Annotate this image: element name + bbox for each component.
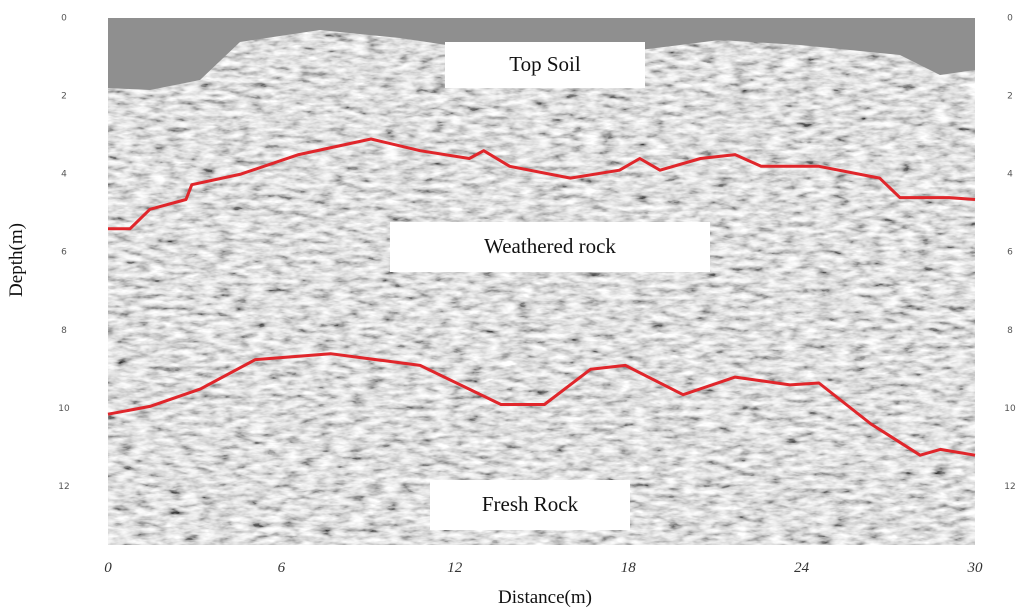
y2-tick-label: 4 (1007, 170, 1013, 180)
y2-tick-label: 8 (1007, 326, 1013, 336)
y2-tick-label: 10 (1004, 404, 1016, 414)
y-tick-label: 12 (58, 482, 69, 492)
x-axis-label: Distance(m) (498, 587, 592, 608)
x-tick-label: 30 (967, 560, 984, 576)
y2-tick-label: 2 (1007, 92, 1013, 102)
y-tick-label: 4 (61, 170, 67, 180)
chart: Top Soil Weathered rock Fresh Rock Dista… (0, 0, 1022, 613)
y-tick-label: 0 (61, 14, 67, 24)
y2-tick-label: 0 (1007, 14, 1013, 24)
x-tick-label: 0 (104, 560, 112, 576)
y-tick-label: 6 (61, 248, 67, 258)
y2-tick-label: 6 (1007, 248, 1013, 258)
x-tick-label: 6 (278, 560, 286, 576)
y-tick-label: 2 (61, 92, 67, 102)
annotation: Top Soil (509, 52, 581, 76)
annotation: Fresh Rock (482, 492, 579, 516)
radargram (108, 18, 975, 545)
y-axis-label: Depth(m) (6, 223, 27, 297)
y2-tick-label: 12 (1004, 482, 1015, 492)
x-tick-label: 18 (621, 560, 637, 576)
annotation: Weathered rock (484, 234, 616, 258)
y-tick-label: 10 (58, 404, 70, 414)
x-tick-label: 12 (447, 560, 463, 576)
y-tick-label: 8 (61, 326, 67, 336)
x-tick-label: 24 (794, 560, 810, 576)
